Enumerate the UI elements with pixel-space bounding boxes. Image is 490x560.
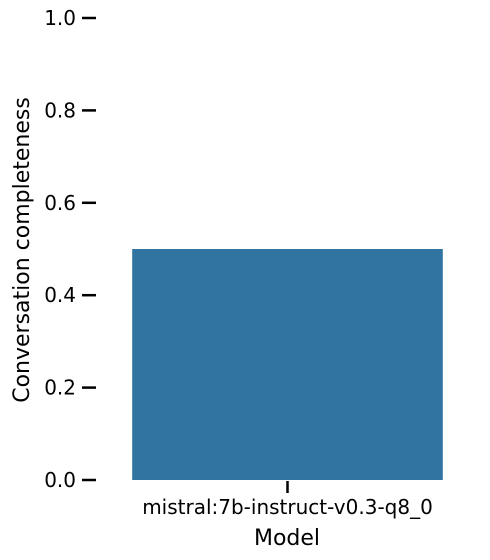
y-tick-label: 0.4	[44, 283, 76, 307]
bars	[132, 249, 443, 480]
bar	[132, 249, 443, 480]
y-tick-label: 0.2	[44, 376, 76, 400]
y-tick-label: 1.0	[44, 6, 76, 30]
y-tick-label: 0.8	[44, 98, 76, 122]
x-tick-label: mistral:7b-instruct-v0.3-q8_0	[142, 495, 433, 519]
y-axis: 0.0 0.2 0.4 0.6 0.8 1.0	[44, 6, 96, 492]
x-axis: mistral:7b-instruct-v0.3-q8_0	[142, 481, 433, 519]
y-axis-label: Conversation completeness	[10, 97, 35, 403]
y-tick-label: 0.6	[44, 191, 76, 215]
x-axis-label: Model	[254, 526, 320, 551]
y-tick-label: 0.0	[44, 468, 76, 492]
